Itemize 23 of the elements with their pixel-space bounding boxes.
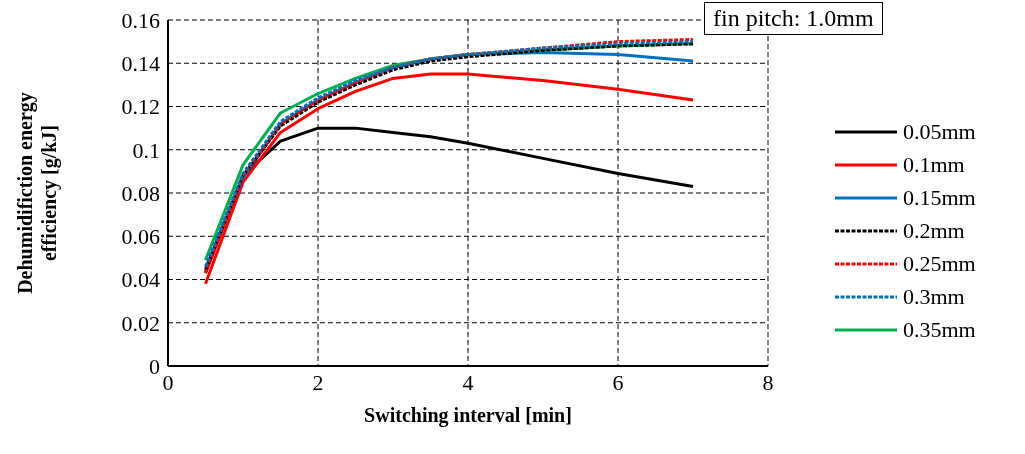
x-tick-label: 8 bbox=[762, 369, 774, 395]
legend-label: 0.1mm bbox=[903, 152, 965, 178]
y-tick-label: 0.08 bbox=[121, 180, 160, 206]
y-tick-label: 0.06 bbox=[121, 224, 160, 250]
x-tick-label: 6 bbox=[612, 369, 624, 395]
x-tick-label: 2 bbox=[312, 369, 324, 395]
x-tick-label: 4 bbox=[462, 369, 474, 395]
legend-label: 0.3mm bbox=[903, 284, 965, 310]
y-tick-label: 0.02 bbox=[121, 310, 160, 336]
y-tick-label: 0.04 bbox=[121, 267, 160, 293]
x-axis-title: Switching interval [min] bbox=[364, 404, 572, 427]
legend-label: 0.2mm bbox=[903, 218, 965, 244]
y-tick-label: 0.12 bbox=[121, 94, 160, 120]
legend-label: 0.25mm bbox=[903, 251, 976, 277]
note-box: fin pitch: 1.0mm bbox=[704, 2, 883, 35]
y-tick-label: 0.14 bbox=[121, 51, 160, 77]
legend-label: 0.15mm bbox=[903, 185, 976, 211]
y-tick-label: 0.1 bbox=[132, 137, 160, 163]
y-tick-label: 0.16 bbox=[121, 7, 160, 33]
legend-label: 0.35mm bbox=[903, 317, 976, 343]
y-axis-title: Dehumidifiction energy efficiency [g/kJ] bbox=[14, 92, 61, 294]
y-tick-label: 0 bbox=[149, 353, 160, 379]
legend-label: 0.05mm bbox=[903, 119, 976, 145]
